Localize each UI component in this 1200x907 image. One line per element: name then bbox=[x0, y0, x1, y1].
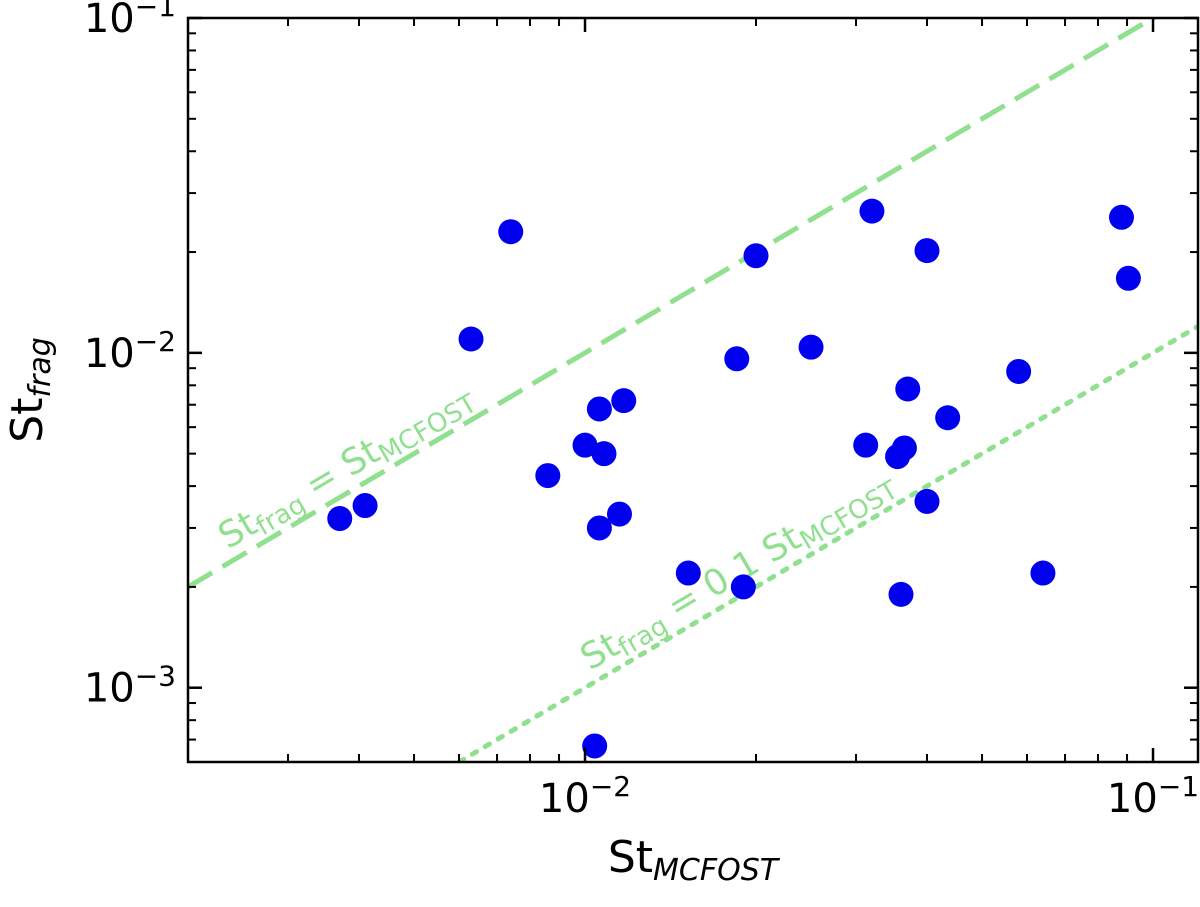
reference-line-tenth bbox=[454, 323, 1198, 762]
data-point bbox=[582, 733, 608, 759]
data-point bbox=[743, 243, 769, 269]
y-tick-label: 10−3 bbox=[84, 660, 176, 712]
reference-line-equality bbox=[188, 18, 1158, 590]
y-axis-label: Stfrag bbox=[2, 337, 58, 443]
data-point bbox=[458, 326, 484, 352]
data-point bbox=[1006, 358, 1032, 384]
data-point bbox=[498, 219, 524, 245]
data-point bbox=[611, 388, 637, 414]
data-point bbox=[888, 581, 914, 607]
data-point bbox=[675, 560, 701, 586]
data-point bbox=[891, 435, 917, 461]
data-point bbox=[1030, 560, 1056, 586]
data-point bbox=[535, 463, 561, 489]
x-axis-label: StMCFOST bbox=[608, 832, 781, 888]
data-point bbox=[853, 432, 879, 458]
data-point bbox=[724, 346, 750, 372]
data-point bbox=[730, 574, 756, 600]
data-point bbox=[586, 515, 612, 541]
data-point bbox=[798, 334, 824, 360]
data-point bbox=[895, 376, 921, 402]
data-point bbox=[606, 501, 632, 527]
data-point bbox=[327, 506, 353, 532]
reference-line-label-tenth: Stfrag = 0.1 StMCFOST bbox=[574, 462, 904, 682]
plot-frame bbox=[186, 16, 1200, 764]
reference-line-label-equality: Stfrag = StMCFOST bbox=[212, 376, 483, 561]
data-point bbox=[352, 493, 378, 519]
data-point bbox=[859, 198, 885, 224]
data-point bbox=[1108, 204, 1134, 230]
data-point bbox=[914, 488, 940, 514]
y-tick-label: 10−1 bbox=[84, 0, 176, 42]
x-tick-label: 10−1 bbox=[1107, 770, 1199, 822]
data-point bbox=[1115, 265, 1141, 291]
data-point bbox=[591, 441, 617, 467]
y-tick-label: 10−2 bbox=[84, 325, 176, 377]
data-point bbox=[935, 405, 961, 431]
x-tick-label: 10−2 bbox=[539, 770, 631, 822]
data-point bbox=[586, 396, 612, 422]
data-point bbox=[914, 238, 940, 264]
data-point bbox=[572, 432, 598, 458]
